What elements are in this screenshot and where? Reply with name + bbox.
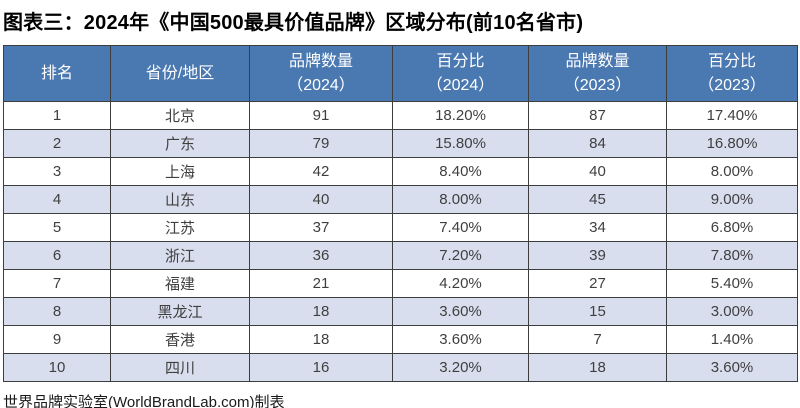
header-row: 排名 省份/地区 品牌数量 （2024） 百分比 （2024） 品牌数量 （2023） 百分比 （…	[3, 45, 798, 102]
table-cell: 17.40%	[666, 101, 798, 130]
table-cell: 7	[3, 269, 111, 298]
table-cell: 15.80%	[392, 129, 529, 158]
table-cell: 18	[528, 353, 667, 382]
brand-distribution-table: 排名 省份/地区 品牌数量 （2024） 百分比 （2024） 品牌数量 （2023） 百分比 （…	[3, 45, 798, 382]
table-row: 6 浙江 36 7.20% 39 7.80%	[3, 241, 798, 270]
table-cell: 34	[528, 213, 667, 242]
table-cell: 45	[528, 185, 667, 214]
table-cell: 39	[528, 241, 667, 270]
table-cell: 7.40%	[392, 213, 529, 242]
table-cell: 40	[249, 185, 393, 214]
column-header-line: 排名	[40, 64, 73, 82]
column-header-line: （2023）	[698, 76, 766, 94]
table-cell: 7.80%	[666, 241, 798, 270]
table-cell: 5	[3, 213, 111, 242]
table-row: 4 山东 40 8.00% 45 9.00%	[3, 185, 798, 214]
table-cell: 8	[3, 297, 111, 326]
table-cell: 7.20%	[392, 241, 529, 270]
table-cell: 36	[249, 241, 393, 270]
table-cell: 2	[3, 129, 111, 158]
source-note: 世界品牌实验室(WorldBrandLab.com)制表	[3, 394, 285, 408]
table-cell: 北京	[110, 101, 250, 130]
column-header: 百分比 （2023）	[666, 45, 798, 102]
table-cell: 21	[249, 269, 393, 298]
table-row: 8 黑龙江 18 3.60% 15 3.00%	[3, 297, 798, 326]
column-header: 品牌数量 （2024）	[249, 45, 393, 102]
table-cell: 3.60%	[392, 325, 529, 354]
table-cell: 香港	[110, 325, 250, 354]
column-header-line: 品牌数量	[288, 53, 353, 71]
table-cell: 10	[3, 353, 111, 382]
table-cell: 18	[249, 325, 393, 354]
table-cell: 8.00%	[666, 157, 798, 186]
column-header: 排名	[3, 45, 111, 102]
table-cell: 福建	[110, 269, 250, 298]
table-row: 7 福建 21 4.20% 27 5.40%	[3, 269, 798, 298]
table-cell: 18.20%	[392, 101, 529, 130]
column-header-line: 百分比	[436, 53, 485, 71]
table-cell: 91	[249, 101, 393, 130]
table-cell: 9	[3, 325, 111, 354]
table-cell: 16.80%	[666, 129, 798, 158]
column-header: 百分比 （2024）	[392, 45, 529, 102]
figure-title: 图表三：2024年《中国500最具价值品牌》区域分布(前10名省市)	[3, 12, 584, 34]
table-cell: 5.40%	[666, 269, 798, 298]
column-header: 省份/地区	[110, 45, 250, 102]
table-cell: 87	[528, 101, 667, 130]
table-row: 3 上海 42 8.40% 40 8.00%	[3, 157, 798, 186]
column-header: 品牌数量 （2023）	[528, 45, 667, 102]
table-header: 排名 省份/地区 品牌数量 （2024） 百分比 （2024） 品牌数量 （2023） 百分比 （…	[3, 45, 798, 102]
table-cell: 40	[528, 157, 667, 186]
table-row: 1 北京 91 18.20% 87 17.40%	[3, 101, 798, 130]
table-cell: 上海	[110, 157, 250, 186]
table-cell: 黑龙江	[110, 297, 250, 326]
table-cell: 9.00%	[666, 185, 798, 214]
table-cell: 江苏	[110, 213, 250, 242]
table-cell: 15	[528, 297, 667, 326]
table-body: 1 北京 91 18.20% 87 17.40% 2 广东 79 15.80% 84 16.80% 3 上…	[3, 101, 798, 382]
column-header-line: （2024）	[426, 76, 495, 94]
table-cell: 42	[249, 157, 393, 186]
table-cell: 3.60%	[666, 353, 798, 382]
table-cell: 3.20%	[392, 353, 529, 382]
table-cell: 山东	[110, 185, 250, 214]
column-header-line: 省份/地区	[145, 64, 215, 82]
table-cell: 4.20%	[392, 269, 529, 298]
table-cell: 6	[3, 241, 111, 270]
table-cell: 浙江	[110, 241, 250, 270]
table-cell: 3.00%	[666, 297, 798, 326]
table-cell: 18	[249, 297, 393, 326]
table-cell: 6.80%	[666, 213, 798, 242]
table-cell: 4	[3, 185, 111, 214]
column-header-line: （2023）	[563, 76, 632, 94]
column-header-line: 品牌数量	[565, 53, 630, 71]
table-row: 9 香港 18 3.60% 7 1.40%	[3, 325, 798, 354]
column-header-line: （2024）	[287, 76, 355, 94]
table-row: 2 广东 79 15.80% 84 16.80%	[3, 129, 798, 158]
table-cell: 1.40%	[666, 325, 798, 354]
table-row: 10 四川 16 3.20% 18 3.60%	[3, 353, 798, 382]
table-cell: 8.00%	[392, 185, 529, 214]
table-row: 5 江苏 37 7.40% 34 6.80%	[3, 213, 798, 242]
column-header-line: 百分比	[707, 53, 756, 71]
table-cell: 27	[528, 269, 667, 298]
table-cell: 37	[249, 213, 393, 242]
table-cell: 广东	[110, 129, 250, 158]
table-cell: 四川	[110, 353, 250, 382]
table-cell: 7	[528, 325, 667, 354]
table-cell: 84	[528, 129, 667, 158]
table-cell: 8.40%	[392, 157, 529, 186]
table-cell: 79	[249, 129, 393, 158]
table-cell: 1	[3, 101, 111, 130]
table-cell: 3	[3, 157, 111, 186]
table-cell: 16	[249, 353, 393, 382]
table-cell: 3.60%	[392, 297, 529, 326]
